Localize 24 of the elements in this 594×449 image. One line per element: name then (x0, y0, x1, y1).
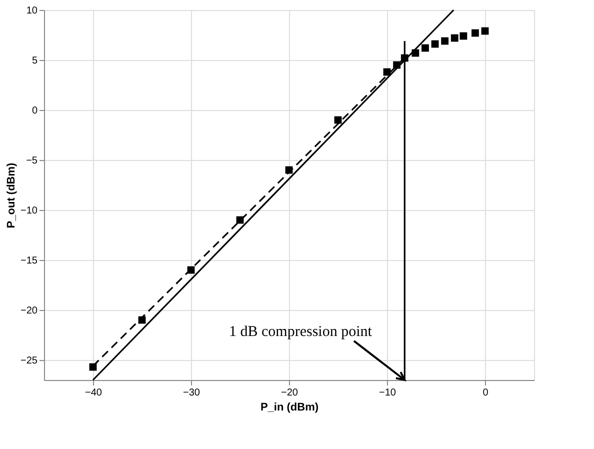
x-tick-label: −20 (281, 388, 298, 398)
x-tick-label: 0 (482, 388, 489, 398)
point (393, 61, 401, 69)
point (441, 37, 449, 45)
x-tick-label: −40 (85, 388, 102, 398)
y-tick-label: −10 (20, 206, 38, 216)
y-tick-label: 5 (32, 56, 38, 66)
point (422, 44, 429, 52)
point (471, 29, 479, 37)
y-tick-label: 10 (26, 6, 38, 16)
x-axis-title: P_in (dBm) (260, 402, 319, 414)
y-tick-label: −25 (20, 356, 38, 366)
point (450, 34, 458, 42)
y-tick-label: −20 (20, 306, 38, 316)
point (460, 32, 468, 40)
y-tick-label: 0 (32, 106, 38, 116)
x-tick-label: −10 (379, 388, 396, 398)
point (400, 54, 408, 62)
y-tick-label: −5 (26, 156, 38, 166)
y-axis-title: P_out (dBm) (6, 162, 18, 228)
point (412, 49, 420, 57)
x-tick-label: −30 (183, 388, 200, 398)
y-tick-label: −15 (20, 256, 38, 266)
annotation: 1 dB compression point (229, 324, 373, 340)
